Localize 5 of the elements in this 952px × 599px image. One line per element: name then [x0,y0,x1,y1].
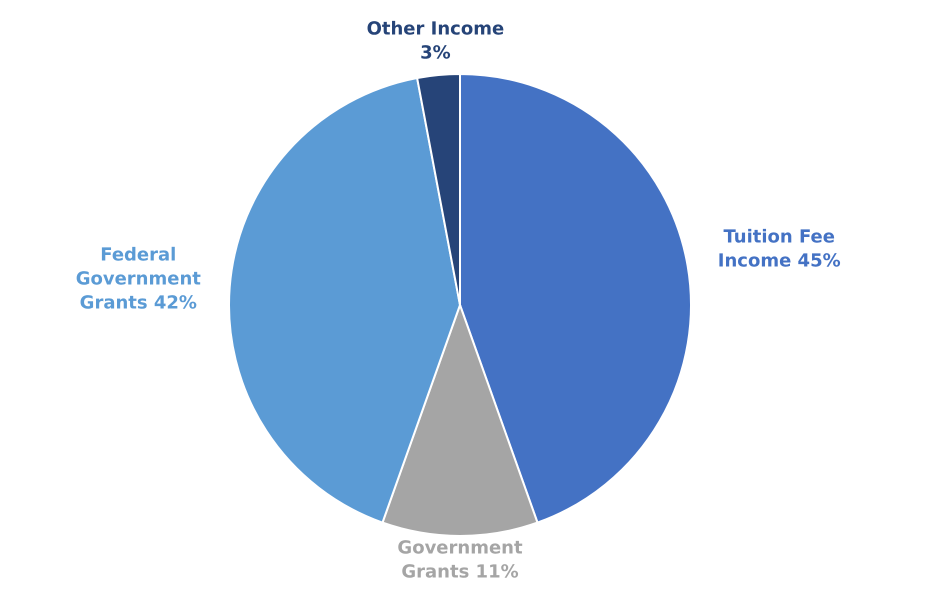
slice-label: Government Grants 11% [397,538,523,583]
slice-label: Federal Government Grants 42% [76,244,202,314]
slice-label: Tuition Fee Income 45% [718,226,841,272]
slice-label: Other Income [366,18,504,40]
data-label: 3% [420,42,451,64]
